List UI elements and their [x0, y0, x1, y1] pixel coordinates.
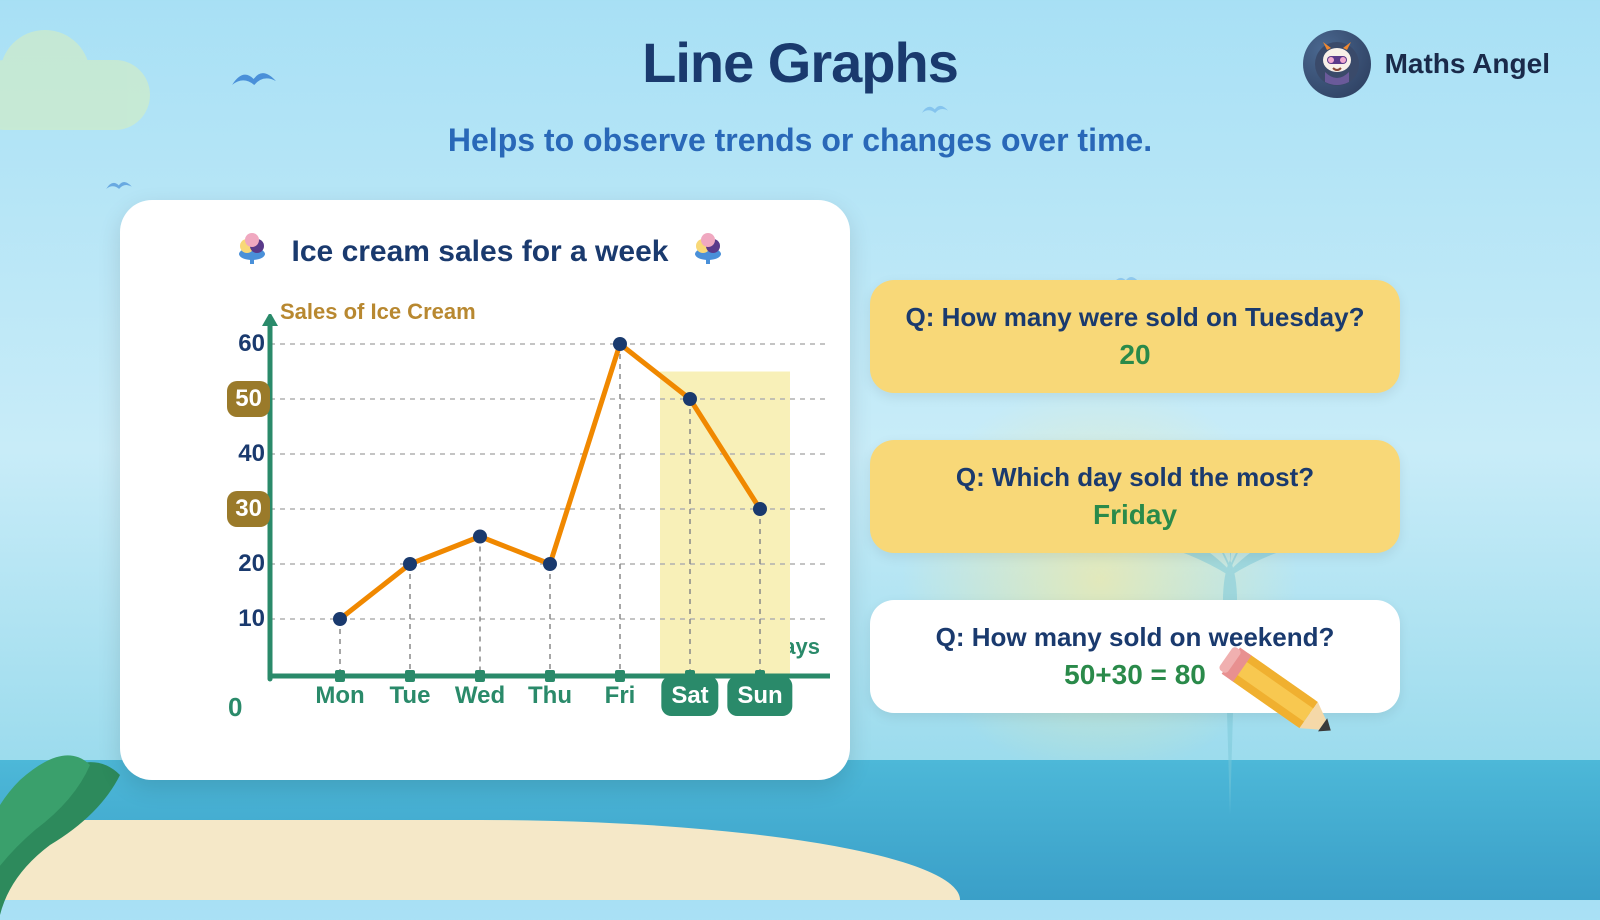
chart-title-row: Ice cream sales for a week — [140, 230, 820, 274]
bird-icon — [104, 174, 134, 202]
line-chart — [210, 314, 830, 734]
page-title: Line Graphs — [642, 30, 958, 95]
y-tick-label: 40 — [225, 440, 265, 468]
x-tick-label: Thu — [528, 682, 572, 710]
qa-question: Q: How many were sold on Tuesday? — [898, 302, 1372, 333]
logo-text: Maths Angel — [1385, 48, 1550, 80]
qa-answer: Friday — [898, 499, 1372, 531]
y-tick-label: 10 — [225, 605, 265, 633]
x-tick-label: Wed — [455, 682, 505, 710]
x-tick-label: Sun — [727, 676, 792, 716]
chart-title: Ice cream sales for a week — [292, 235, 669, 269]
icecream-icon — [234, 230, 270, 274]
page-subtitle: Helps to observe trends or changes over … — [448, 122, 1152, 159]
qa-question: Q: Which day sold the most? — [898, 462, 1372, 493]
chart-card: Ice cream sales for a week Sales of Ice … — [120, 200, 850, 780]
y-tick-label: 60 — [225, 330, 265, 358]
y-tick-label: 50 — [227, 381, 270, 417]
cloud-decoration — [0, 60, 150, 130]
x-tick-label: Sat — [661, 676, 718, 716]
logo-avatar-icon — [1303, 30, 1371, 98]
x-tick-label: Mon — [315, 682, 364, 710]
x-tick-label: Tue — [390, 682, 431, 710]
y-tick-label: 30 — [227, 491, 270, 527]
x-tick-label: Fri — [605, 682, 636, 710]
chart-area: Sales of Ice Cream Weekdays 0 1020304050… — [150, 294, 830, 754]
icecream-icon — [690, 230, 726, 274]
brand-logo: Maths Angel — [1303, 30, 1550, 98]
qa-answer: 20 — [898, 339, 1372, 371]
bird-icon — [228, 58, 280, 107]
qa-card-1: Q: How many were sold on Tuesday? 20 — [870, 280, 1400, 393]
qa-card-2: Q: Which day sold the most? Friday — [870, 440, 1400, 553]
pencil-icon — [1210, 635, 1350, 760]
y-tick-label: 20 — [225, 550, 265, 578]
